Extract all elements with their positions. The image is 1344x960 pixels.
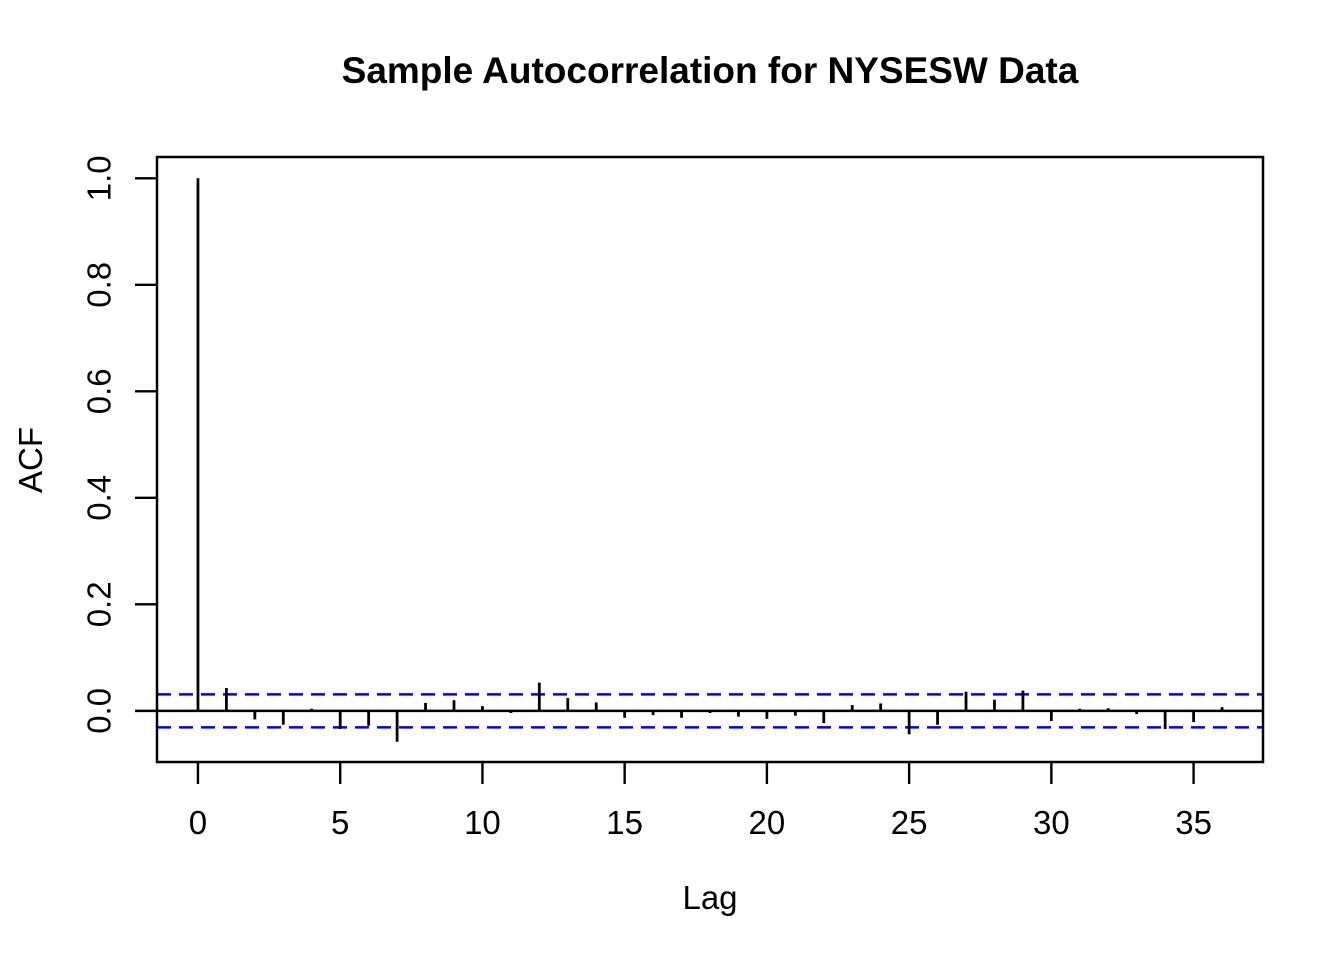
x-tick-label: 25 — [891, 804, 928, 841]
y-tick-label: 0.8 — [81, 262, 118, 308]
y-tick-label: 0.4 — [81, 475, 118, 521]
x-tick-label: 35 — [1175, 804, 1212, 841]
y-tick-label: 0.0 — [81, 688, 118, 734]
x-tick-label: 0 — [189, 804, 207, 841]
x-tick-label: 15 — [606, 804, 643, 841]
y-axis-title: ACF — [12, 427, 49, 493]
y-tick-label: 1.0 — [81, 155, 118, 201]
x-tick-label: 5 — [331, 804, 349, 841]
x-tick-label: 30 — [1033, 804, 1070, 841]
chart-title: Sample Autocorrelation for NYSESW Data — [341, 50, 1079, 91]
y-tick-label: 0.6 — [81, 368, 118, 414]
x-axis-title: Lag — [682, 879, 738, 916]
y-tick-label: 0.2 — [81, 581, 118, 627]
x-tick-label: 20 — [749, 804, 786, 841]
x-tick-label: 10 — [464, 804, 501, 841]
plot-border — [155, 155, 1265, 764]
